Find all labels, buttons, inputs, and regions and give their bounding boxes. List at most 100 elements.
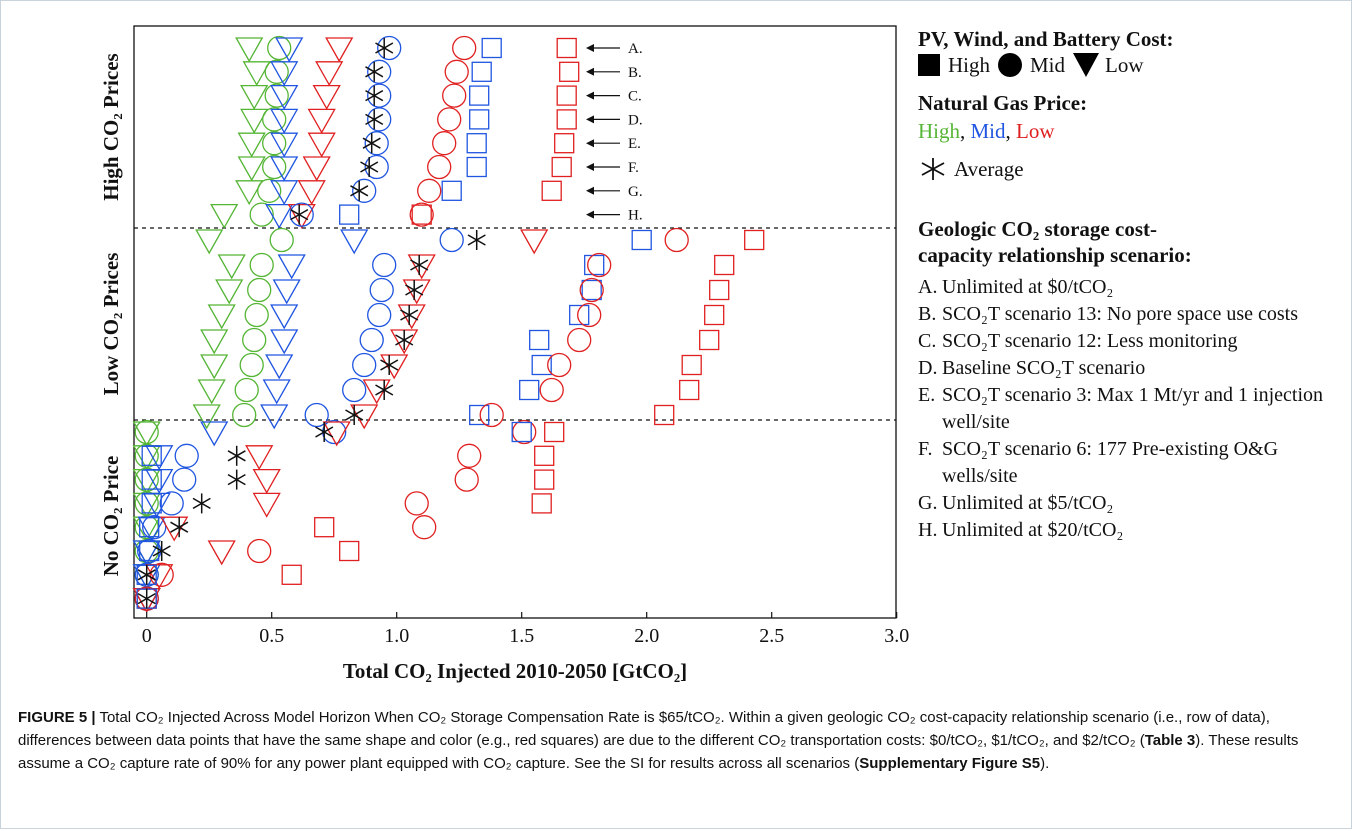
geo-scenario-letter: F. bbox=[918, 438, 933, 460]
average-asterisk-point bbox=[360, 157, 379, 177]
low-gas-triangle-point bbox=[307, 132, 336, 158]
circle-icon bbox=[998, 53, 1022, 77]
low-gas-square-point bbox=[556, 109, 577, 130]
row-label: B. bbox=[628, 65, 642, 81]
mid-gas-square-point bbox=[471, 61, 492, 82]
low-gas-square-point bbox=[541, 180, 562, 201]
x-tick-label: 1.5 bbox=[509, 625, 534, 647]
band-labels: High CO₂ Prices Low CO₂ Prices No CO₂ Pric… bbox=[99, 53, 123, 576]
geo-legend-title-line1: Geologic CO₂ storage cost- bbox=[918, 217, 1157, 241]
low-gas-triangle-point bbox=[302, 156, 331, 182]
low-gas-circle-point bbox=[247, 538, 272, 564]
high-gas-triangle-point bbox=[240, 84, 269, 110]
row-arrow-head bbox=[586, 67, 594, 76]
mid-gas-triangle-point bbox=[270, 304, 299, 330]
average-asterisk-point bbox=[375, 380, 394, 400]
gas-separator: , bbox=[1005, 119, 1017, 143]
plot-area bbox=[133, 25, 897, 619]
high-gas-triangle-point bbox=[242, 61, 271, 87]
low-gas-circle-point bbox=[452, 35, 477, 61]
row-label: A. bbox=[628, 41, 643, 57]
row-arrow-head bbox=[586, 115, 594, 124]
cost-mid-label: Mid bbox=[1030, 53, 1066, 77]
gas-low-label: Low bbox=[1016, 119, 1055, 143]
low-gas-square-point bbox=[544, 421, 565, 443]
mid-gas-triangle-point bbox=[200, 421, 229, 447]
average-asterisk-point bbox=[170, 517, 189, 538]
low-gas-circle-point bbox=[404, 491, 429, 516]
mid-gas-circle-point bbox=[352, 178, 377, 203]
mid-gas-circle-point bbox=[159, 491, 184, 516]
average-asterisk-point bbox=[362, 133, 381, 154]
gas-mid-label: Mid bbox=[970, 119, 1006, 143]
geo-scenario-item: C. SCO₂T scenario 12: Less monitoring bbox=[918, 328, 1338, 355]
low-gas-triangle-point bbox=[307, 108, 336, 134]
low-gas-square-point bbox=[709, 279, 730, 301]
geo-scenario-text: SCO₂T scenario 13: No pore space use cos… bbox=[942, 303, 1298, 325]
data-marks bbox=[132, 35, 765, 613]
low-gas-square-point bbox=[556, 37, 577, 59]
high-gas-triangle-point bbox=[132, 421, 161, 447]
high-gas-circle-point bbox=[264, 83, 289, 108]
x-tick-label: 1.0 bbox=[384, 625, 409, 647]
mid-gas-square-point bbox=[531, 354, 552, 376]
low-gas-square-point bbox=[654, 404, 675, 426]
high-gas-circle-point bbox=[262, 154, 287, 180]
geo-scenario-text: SCO₂T scenario 6: 177 Pre-existing O&G w… bbox=[942, 438, 1279, 487]
mid-gas-square-point bbox=[141, 445, 162, 466]
cost-legend-row: High Mid Low bbox=[918, 52, 1338, 78]
high-gas-circle-point bbox=[264, 59, 289, 84]
average-asterisk-point bbox=[410, 255, 429, 275]
mid-gas-circle-point bbox=[172, 467, 197, 492]
scatter-chart: A. B. C. D. E. F. G. H. 0 0.5 1.0 1.5 2.0 2.5 3.0 Hig… bbox=[99, 25, 909, 683]
band-label: No CO₂ Price bbox=[99, 456, 123, 577]
geo-scenario-text: Unlimited at $5/tCO₂ bbox=[942, 492, 1114, 514]
low-gas-triangle-point bbox=[252, 468, 281, 494]
geo-scenario-text: SCO₂T scenario 3: Max 1 Mt/yr and 1 inje… bbox=[942, 384, 1323, 433]
average-asterisk-point bbox=[400, 305, 419, 325]
row-label: C. bbox=[628, 89, 642, 105]
mid-gas-triangle-point bbox=[270, 108, 299, 134]
high-gas-triangle-point bbox=[192, 404, 221, 430]
cost-high-label: High bbox=[948, 53, 990, 77]
row-label: E. bbox=[628, 136, 641, 152]
geo-scenario-list: A. Unlimited at $0/tCO₂ B. SCO₂T scenario 1… bbox=[918, 274, 1338, 544]
mid-gas-circle-point bbox=[289, 202, 314, 227]
geo-scenario-letter: D. bbox=[918, 357, 938, 379]
mid-gas-circle-point bbox=[367, 302, 392, 328]
high-gas-triangle-point bbox=[217, 254, 246, 280]
legend: PV, Wind, and Battery Cost: High Mid Low… bbox=[918, 26, 1338, 544]
mid-gas-square-point bbox=[469, 109, 490, 130]
low-gas-square-point bbox=[411, 204, 432, 225]
average-asterisk-point bbox=[467, 230, 486, 250]
geo-scenario-item: G. Unlimited at $5/tCO₂ bbox=[918, 490, 1338, 517]
mid-gas-circle-point bbox=[304, 402, 329, 428]
band-label: Low CO₂ Prices bbox=[99, 253, 123, 396]
mid-gas-triangle-point bbox=[272, 279, 301, 305]
average-asterisk-point bbox=[137, 564, 156, 585]
asterisk-icon bbox=[921, 158, 945, 180]
low-gas-triangle-point bbox=[312, 84, 341, 110]
average-asterisk-point bbox=[380, 355, 399, 375]
low-gas-square-point bbox=[339, 540, 360, 562]
mid-gas-circle-point bbox=[142, 515, 167, 540]
mid-gas-circle-point bbox=[359, 327, 384, 353]
mid-gas-triangle-point bbox=[265, 203, 294, 229]
geo-scenario-letter: G. bbox=[918, 492, 938, 514]
row-arrow-head bbox=[586, 91, 594, 100]
low-gas-square-point bbox=[281, 564, 302, 585]
mid-gas-square-point bbox=[139, 540, 160, 562]
x-axis-label: Total CO₂ Injected 2010-2050 [GtCO₂] bbox=[343, 659, 687, 683]
mid-gas-triangle-point bbox=[270, 84, 299, 110]
low-gas-circle-point bbox=[149, 562, 174, 587]
low-gas-triangle-point bbox=[362, 379, 391, 405]
high-gas-triangle-point bbox=[200, 329, 229, 355]
low-gas-square-point bbox=[314, 517, 335, 538]
average-asterisk-point bbox=[350, 180, 369, 201]
high-gas-triangle-point bbox=[237, 156, 266, 182]
mid-gas-square-point bbox=[141, 469, 162, 490]
low-gas-circle-point bbox=[539, 377, 564, 403]
high-gas-circle-point bbox=[134, 419, 159, 445]
average-asterisk-point bbox=[315, 422, 334, 442]
caption-figure-label: FIGURE 5 | bbox=[18, 709, 96, 726]
